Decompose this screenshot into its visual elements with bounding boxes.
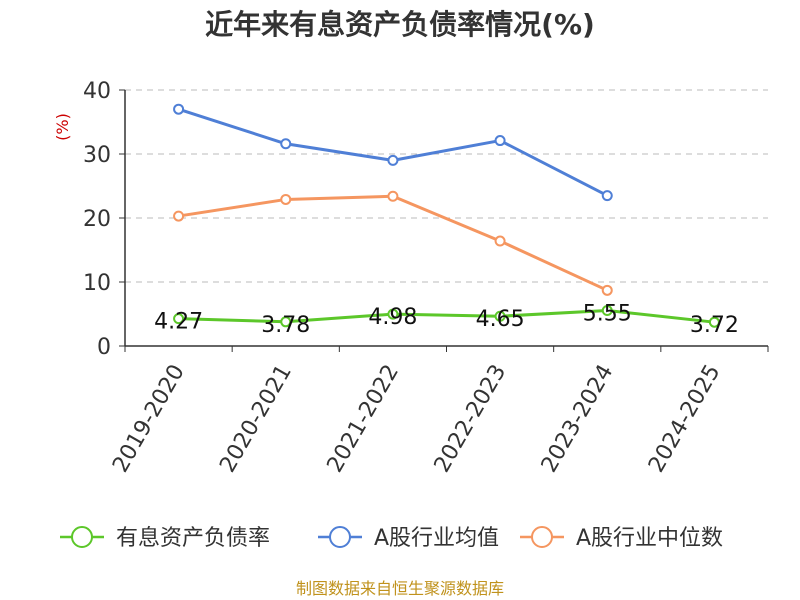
legend-marker-2 bbox=[531, 526, 553, 548]
legend: 有息资产负债率 A股行业均值 A股行业中位数 bbox=[60, 526, 723, 551]
data-label-s0-1: 3.78 bbox=[261, 313, 310, 338]
y-tick-label-30: 30 bbox=[83, 143, 111, 168]
data-label-s0-2: 4.98 bbox=[368, 305, 417, 330]
x-tick-label-2019-2020: 2019-2020 bbox=[108, 361, 190, 477]
point-s2-2 bbox=[387, 190, 399, 202]
legend-marker-0 bbox=[71, 526, 93, 548]
y-tick-labels: 0 10 20 30 40 bbox=[83, 79, 111, 360]
source-note: 制图数据来自恒生聚源数据库 bbox=[296, 579, 504, 598]
data-label-s0-3: 4.65 bbox=[476, 307, 525, 332]
point-s0-1 bbox=[280, 316, 292, 328]
data-label-s0-5: 3.72 bbox=[690, 313, 739, 338]
x-tick-label-2020-2021: 2020-2021 bbox=[215, 361, 297, 477]
legend-label-2: A股行业中位数 bbox=[576, 526, 723, 551]
legend-marker-1 bbox=[329, 526, 351, 548]
point-s2-3 bbox=[494, 235, 506, 247]
point-s0-2 bbox=[387, 308, 399, 320]
data-labels: 4.27 3.78 4.98 4.65 5.55 3.72 bbox=[154, 301, 739, 338]
point-s0-5 bbox=[708, 316, 720, 328]
point-s1-2 bbox=[387, 154, 399, 166]
series-lines bbox=[173, 103, 720, 328]
y-tick-label-10: 10 bbox=[83, 271, 111, 296]
y-axis-unit: (%) bbox=[53, 113, 72, 141]
point-s0-3 bbox=[494, 310, 506, 322]
series-line-0 bbox=[178, 308, 715, 324]
point-s1-0 bbox=[173, 103, 185, 115]
data-label-s0-4: 5.55 bbox=[583, 301, 632, 326]
x-tick-label-2021-2022: 2021-2022 bbox=[323, 361, 405, 477]
point-s2-1 bbox=[280, 193, 292, 205]
point-s2-0 bbox=[173, 210, 185, 222]
series-line-1 bbox=[178, 107, 608, 197]
axes bbox=[119, 89, 769, 352]
point-s0-4 bbox=[601, 304, 613, 316]
y-tick-label-20: 20 bbox=[83, 207, 111, 232]
x-tick-label-2023-2024: 2023-2024 bbox=[537, 361, 619, 477]
chart-title: 近年来有息资产负债率情况(%) bbox=[205, 8, 595, 41]
legend-label-1: A股行业均值 bbox=[374, 526, 499, 551]
y-tick-label-0: 0 bbox=[97, 335, 111, 360]
grid-lines bbox=[125, 89, 768, 283]
point-s1-1 bbox=[280, 138, 292, 150]
point-s2-4 bbox=[601, 284, 613, 296]
legend-label-0: 有息资产负债率 bbox=[116, 526, 270, 551]
point-s0-0 bbox=[173, 313, 185, 325]
series-line-2 bbox=[178, 194, 608, 292]
x-tick-labels: 2019-2020 2020-2021 2021-2022 2022-2023 2023… bbox=[108, 361, 725, 477]
data-label-s0-0: 4.27 bbox=[154, 310, 203, 335]
point-s1-3 bbox=[494, 135, 506, 147]
point-s1-4 bbox=[601, 190, 613, 202]
x-tick-label-2024-2025: 2024-2025 bbox=[644, 361, 726, 477]
y-tick-label-40: 40 bbox=[83, 79, 111, 104]
x-tick-label-2022-2023: 2022-2023 bbox=[430, 361, 512, 477]
